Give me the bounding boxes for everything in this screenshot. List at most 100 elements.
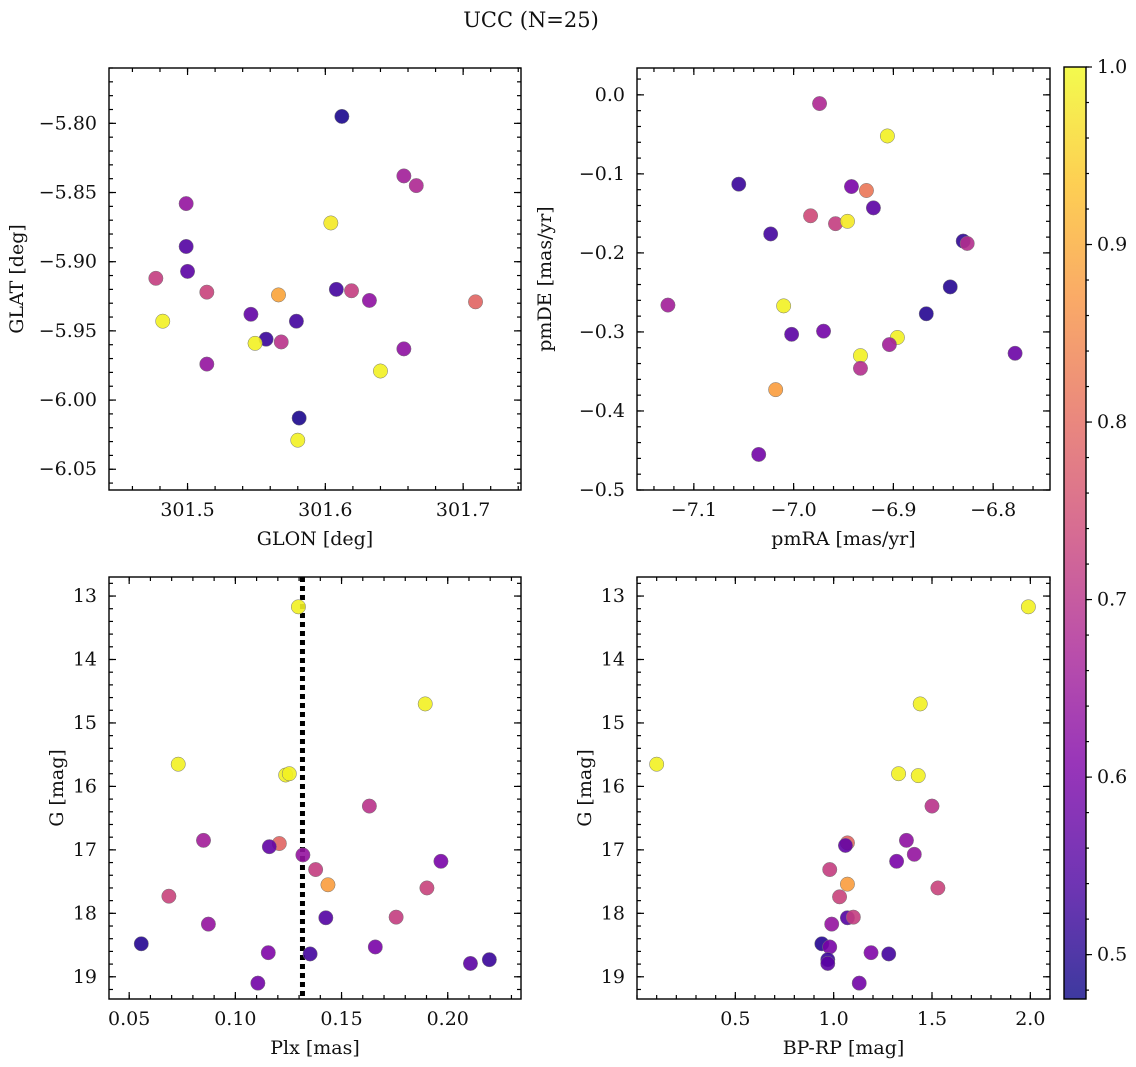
y-tick-label: −5.80 [39,112,97,134]
data-point [930,880,946,896]
data-point [290,432,306,448]
x-tick-label: −7.1 [671,499,717,521]
x-tick-label: 0.15 [320,1008,362,1030]
pmra-pmde-panel: −7.1 −7.0 −6.9 −6.8 0.0 −0.1 −0.2 −0.3 −0.4 −0.5 p… [534,67,1051,550]
y-tick-label: 17 [601,839,625,861]
glon-glat-xlabel: GLON [deg] [257,528,373,550]
colorbar-tick-label: 1.0 [1097,56,1127,78]
y-tick-label: −0.2 [579,242,625,264]
data-point [660,297,676,313]
data-point [865,200,881,216]
y-tick-label: −5.90 [39,251,97,273]
data-point [261,839,277,855]
data-point [295,847,311,863]
data-point [776,298,792,314]
data-point [243,306,259,322]
y-tick-label: 13 [73,585,97,607]
colorbar-gradient [1064,67,1086,999]
data-point [803,208,819,224]
data-point [328,281,344,297]
y-tick-label: −5.95 [39,320,97,342]
data-point [396,341,412,357]
plx-g-panel: 0.05 0.10 0.15 0.20 13 14 15 16 17 18 19 Plx [mas] G… [46,576,522,1059]
data-point [334,108,350,124]
colorbar-tick-label: 0.9 [1097,234,1127,256]
x-tick-label: 0.10 [214,1008,256,1030]
bprp-g-frame [636,576,1051,1000]
data-point [373,363,388,379]
data-point [247,335,263,351]
figure-title: UCC (N=25) [463,8,599,32]
data-point [170,756,186,772]
x-tick-label: −6.8 [970,499,1016,521]
data-point [889,853,905,869]
data-point [361,292,377,308]
y-tick-label: 18 [73,902,97,924]
data-point [148,270,164,286]
data-point [898,832,914,848]
data-point [816,323,831,339]
y-tick-label: −6.00 [39,389,97,411]
data-point [344,283,359,299]
y-tick-label: 19 [601,966,625,988]
data-point [133,936,149,952]
y-tick-label: 14 [601,648,625,670]
data-point [417,696,433,712]
data-point [820,956,836,971]
x-tick-label: 301.7 [436,499,490,521]
bprp-g-xlabel: BP-RP [mag] [783,1037,905,1059]
data-point [824,916,840,932]
data-point [250,975,266,991]
x-tick-label: 1.5 [917,1008,947,1030]
y-tick-label: 16 [73,775,97,797]
y-tick-label: −0.3 [579,321,625,343]
data-point [649,756,665,772]
x-tick-label: −6.9 [870,499,916,521]
plx-g-frame [108,576,522,1000]
data-point [839,876,855,892]
x-tick-label: 0.05 [108,1008,150,1030]
data-point [959,235,975,251]
y-tick-label: −5.85 [39,182,97,204]
glon-glat-panel: 301.5 301.6 301.7 −5.80 −5.85 −5.90 −5.95 −6.00… [6,67,522,550]
x-tick-label: 0.5 [720,1008,750,1030]
y-tick-label: −0.5 [579,479,625,501]
data-point [751,446,767,462]
y-tick-label: 17 [73,839,97,861]
pmra-pmde-xlabel: pmRA [mas/yr] [771,528,915,550]
data-point [290,599,306,615]
data-point [463,956,478,971]
data-point [812,96,828,112]
colorbar-tick-label: 0.7 [1097,589,1127,611]
colorbar-tick-label: 0.8 [1097,411,1127,433]
data-point [844,179,859,194]
colorbar-tick-label: 0.5 [1097,944,1127,966]
plx-g-xlabel: Plx [mas] [270,1037,360,1059]
data-point [361,798,377,814]
data-point [918,306,934,322]
data-point [320,877,336,893]
data-point [763,226,779,242]
data-point [271,287,286,303]
data-point [912,696,928,712]
x-tick-label: 0.20 [427,1008,469,1030]
data-point [318,910,334,926]
data-point [302,946,318,962]
data-point [199,284,215,300]
data-point [481,952,497,968]
data-point [367,939,383,955]
glon-glat-ylabel: GLAT [deg] [6,224,28,334]
data-point [178,239,194,254]
data-point [260,945,276,961]
glon-glat-frame [108,67,522,491]
y-tick-label: 0.0 [595,84,625,106]
data-point [161,888,177,904]
data-point [853,348,868,364]
y-tick-label: 15 [73,712,97,734]
data-point [468,294,483,310]
data-point [881,946,897,962]
data-point [323,215,339,231]
data-point [419,880,435,896]
y-tick-label: −0.1 [579,163,625,185]
data-point [288,313,304,329]
